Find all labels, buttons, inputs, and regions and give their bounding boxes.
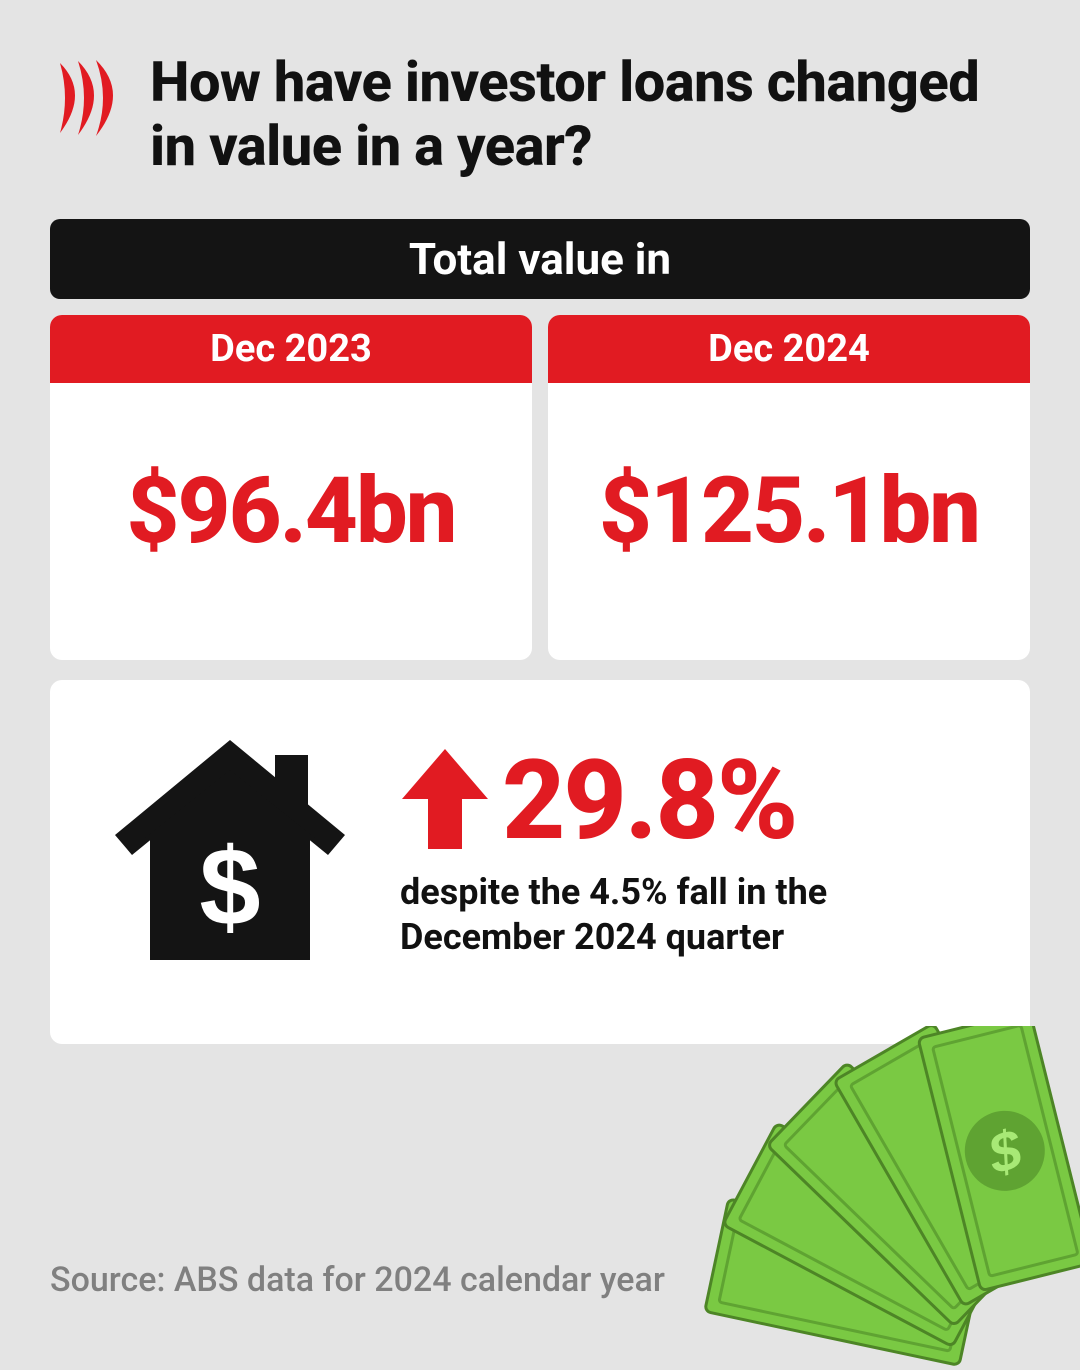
card-label: Dec 2023: [50, 315, 532, 383]
arrow-up-icon: [400, 744, 490, 858]
sbs-logo-icon: [50, 58, 120, 140]
card-dec-2023: Dec 2023 $96.4bn: [50, 315, 532, 660]
card-label: Dec 2024: [548, 315, 1030, 383]
percent-change: 29.8%: [502, 746, 796, 856]
card-value: $96.4bn: [50, 383, 532, 660]
house-dollar-icon: $: [100, 720, 360, 984]
summary-panel: $ 29.8% despite the 4.5% fall in the Dec…: [50, 680, 1030, 1044]
value-cards: Dec 2023 $96.4bn Dec 2024 $125.1bn: [50, 315, 1030, 660]
card-value: $125.1bn: [548, 383, 1030, 660]
page-title: How have investor loans changed in value…: [150, 50, 1020, 179]
card-dec-2024: Dec 2024 $125.1bn: [548, 315, 1030, 660]
summary-subtext: despite the 4.5% fall in the December 20…: [400, 870, 980, 960]
svg-text:$: $: [199, 826, 260, 949]
summary-top-row: 29.8%: [400, 744, 980, 858]
header: How have investor loans changed in value…: [0, 0, 1080, 209]
money-fan-icon: $: [640, 1026, 1080, 1370]
summary-text: 29.8% despite the 4.5% fall in the Decem…: [400, 744, 980, 960]
source-text: Source: ABS data for 2024 calendar year: [50, 1260, 665, 1300]
total-value-banner: Total value in: [50, 219, 1030, 299]
